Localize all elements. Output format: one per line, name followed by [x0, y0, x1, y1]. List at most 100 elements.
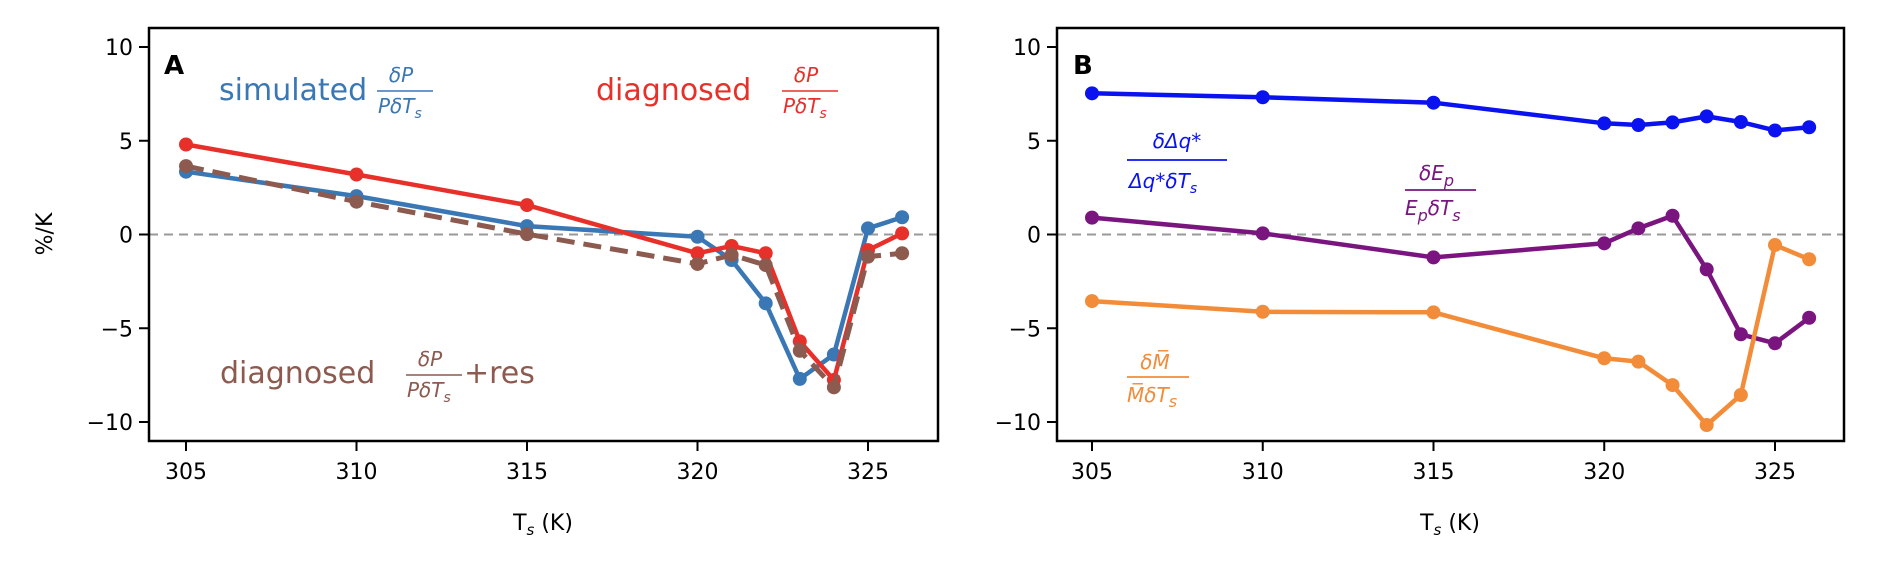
y-tick-label: 10	[105, 36, 133, 61]
fraction-numerator: δM̅	[1140, 349, 1170, 374]
annotation-diagnosed-text: diagnosed	[596, 73, 751, 108]
panel-b-series-0-point	[1255, 90, 1270, 105]
panel-a-series-1-point	[520, 198, 534, 213]
x-tick-label: 315	[506, 460, 548, 485]
panel-b-series-1-point	[1255, 226, 1270, 241]
annotation-diagnosed-res-fraction: δP PδTs	[406, 347, 462, 406]
x-tick-label: 315	[1413, 460, 1455, 485]
panel-b-series-2-point	[1085, 294, 1099, 309]
fraction-denominator: PδTs	[783, 94, 827, 122]
panel-a-series-2-point	[826, 380, 841, 395]
fraction-denominator: M̅δTs	[1127, 382, 1177, 411]
annotation-res-suffix: +res	[464, 356, 535, 391]
x-tick-label: 325	[847, 460, 889, 485]
panel-a-series-0-point	[861, 221, 875, 236]
panel-b-series-0-point	[1699, 109, 1714, 124]
fraction-numerator: δP	[389, 63, 414, 87]
x-tick-label: 310	[1242, 460, 1284, 485]
panel-b-series-0-point	[1597, 116, 1612, 131]
panel-b-series-2-point	[1802, 252, 1817, 267]
annotation-dq-fraction: δΔq* Δq*δTs	[1127, 129, 1227, 197]
fraction-denominator: PδTs	[407, 378, 451, 406]
panel-a-letter: A	[164, 51, 184, 81]
panel-b-series-0-line	[1091, 91, 1810, 133]
x-tick-label: 325	[1754, 460, 1796, 485]
y-tick-label: 0	[119, 224, 133, 249]
annotation-diagnosed-res-text: diagnosed	[220, 356, 375, 391]
panel-a-series-1-point	[349, 167, 364, 182]
panel-a-series-1-point	[179, 137, 193, 152]
fraction-denominator: Δq*δTs	[1127, 169, 1197, 197]
annotation-simulated-fraction: δP PδTs	[377, 63, 433, 122]
panel-b-series-2-point	[1733, 388, 1748, 402]
panel-b-series-1-point	[1768, 336, 1782, 351]
panel-a-series-2-line	[185, 163, 903, 390]
panel-a-series-1-line	[185, 142, 904, 383]
panel-b-plot-area	[1057, 86, 1844, 432]
fraction-denominator: PδTs	[378, 94, 422, 122]
panel-a-series-0-point	[758, 296, 773, 311]
panel-a-series-2-point	[690, 256, 705, 271]
x-tick-label: 305	[1071, 460, 1113, 485]
panel-a-series-2-point	[895, 246, 910, 261]
panel-b-series-2-point	[1665, 378, 1680, 393]
fraction-numerator: δEp	[1419, 161, 1454, 190]
panel-a-x-axis-label: Ts (K)	[512, 511, 573, 539]
panel-a-series-2-point	[179, 159, 193, 174]
panel-b-series-0-point	[1085, 86, 1099, 101]
panel-a-series-1-point	[690, 246, 705, 261]
panel-b-series-0-point	[1665, 115, 1680, 130]
panel-a-series-2-point	[349, 194, 364, 209]
panel-a-series-0-point	[792, 371, 807, 386]
y-tick-label: −10	[87, 411, 133, 436]
panel-b-series-1-point	[1699, 262, 1714, 277]
panel-a-plot-area	[149, 137, 938, 395]
x-tick-label: 305	[165, 460, 207, 485]
panel-a-series-1-point	[758, 246, 773, 261]
panel-a-series-0-point	[690, 229, 705, 244]
fraction-numerator: δP	[794, 63, 819, 87]
panel-b-series-1-point	[1802, 310, 1817, 325]
fraction-numerator: δP	[418, 347, 443, 371]
panel-a-series-2-point	[758, 258, 773, 273]
panel-a: 305 310 315 320 325 −10 −5 0 5 10 A %/K Ts (K) si…	[33, 26, 940, 539]
panel-b: 305 310 315 320 325 −10 −5 0 5 10 B Ts (K) δΔq* Δ…	[995, 26, 1846, 539]
y-tick-label: 5	[119, 130, 133, 155]
panel-a-y-axis-label: %/K	[33, 212, 58, 255]
x-tick-label: 310	[336, 460, 378, 485]
y-tick-label: −10	[995, 411, 1041, 436]
panel-b-series-0-point	[1768, 123, 1782, 138]
panel-b-letter: B	[1073, 51, 1093, 81]
panel-a-series-0-point	[895, 210, 910, 225]
annotation-diagnosed-res: diagnosed δP PδTs +res	[220, 347, 535, 406]
y-tick-label: 5	[1027, 130, 1041, 155]
y-tick-label: 10	[1013, 36, 1041, 61]
panel-b-series-1-point	[1665, 208, 1680, 223]
panel-b-series-1-point	[1426, 250, 1441, 265]
annotation-ep-fraction: δEp EpδTs	[1405, 161, 1476, 225]
panel-b-series-2-point	[1768, 238, 1782, 252]
panel-b-x-axis-label: Ts (K)	[1419, 511, 1480, 539]
panel-b-series-0-point	[1631, 118, 1646, 132]
panel-a-series-2-point	[861, 249, 875, 264]
panel-a-ticks: 305 310 315 320 325 −10 −5 0 5 10	[87, 36, 889, 485]
panel-b-series-2-point	[1699, 418, 1714, 432]
panel-b-ticks: 305 310 315 320 325 −10 −5 0 5 10	[995, 36, 1796, 485]
panel-b-series-1-point	[1733, 327, 1748, 342]
fraction-numerator: δΔq*	[1153, 129, 1202, 153]
panel-b-series-0-point	[1426, 95, 1441, 110]
x-tick-label: 320	[677, 460, 719, 485]
annotation-simulated: simulated δP PδTs	[219, 63, 433, 122]
panel-b-series-1-line	[1091, 213, 1811, 346]
y-tick-label: 0	[1027, 224, 1041, 249]
annotation-diagnosed: diagnosed δP PδTs	[596, 63, 838, 122]
panel-b-series-2-point	[1426, 305, 1441, 320]
panel-a-series-2-point	[792, 343, 807, 358]
panel-b-series-1-point	[1085, 210, 1099, 225]
panel-b-series-0-point	[1802, 120, 1817, 135]
panel-b-series-2-point	[1631, 354, 1646, 369]
panel-a-series-1-point	[895, 226, 910, 241]
x-tick-label: 320	[1583, 460, 1625, 485]
panel-b-series-2-point	[1597, 351, 1612, 366]
